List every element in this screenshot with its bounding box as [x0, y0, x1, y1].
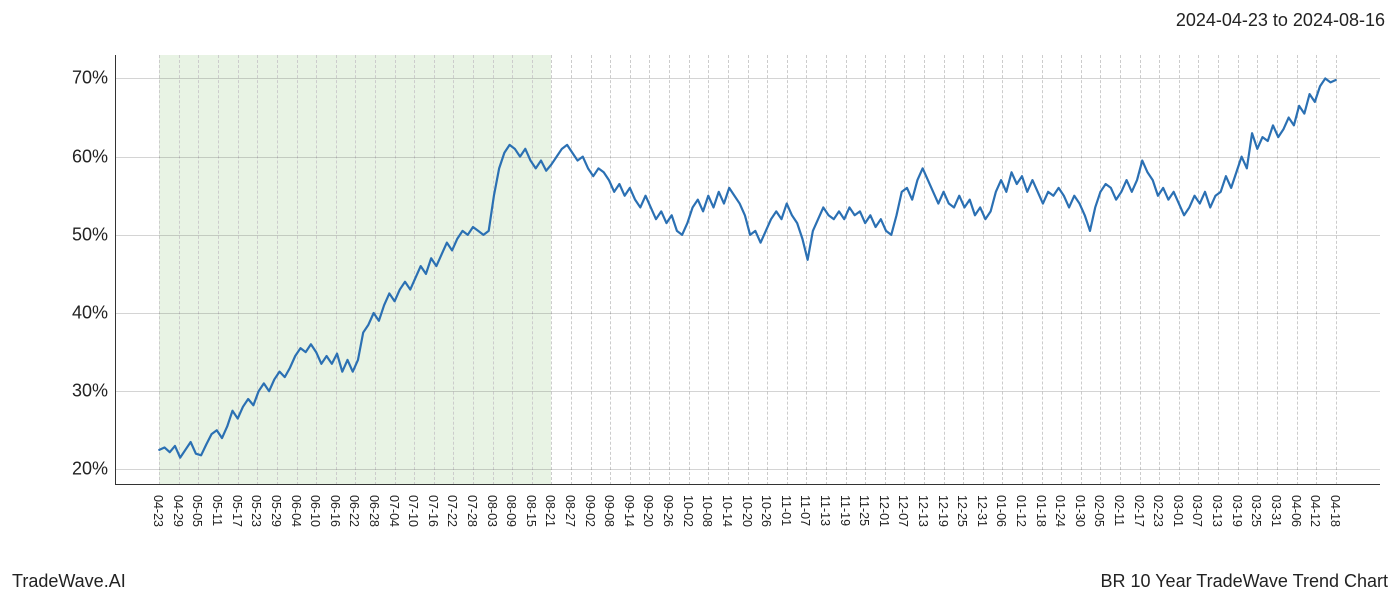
chart-plot-area [115, 55, 1380, 485]
xtick-label: 03-25 [1249, 495, 1263, 527]
xtick-label: 10-20 [740, 495, 754, 527]
xtick-label: 07-16 [426, 495, 440, 527]
xtick-label: 05-17 [230, 495, 244, 527]
xtick-label: 02-17 [1132, 495, 1146, 527]
ytick-label: 40% [72, 303, 108, 324]
xtick-label: 01-12 [1014, 495, 1028, 527]
xtick-label: 11-07 [798, 495, 812, 526]
xtick-label: 06-22 [347, 495, 361, 527]
xtick-label: 08-15 [524, 495, 538, 527]
xtick-label: 05-23 [249, 495, 263, 527]
xtick-label: 01-06 [994, 495, 1008, 527]
xtick-label: 06-10 [308, 495, 322, 527]
xtick-label: 01-24 [1053, 495, 1067, 527]
xtick-label: 12-01 [877, 495, 891, 527]
xtick-label: 04-18 [1328, 495, 1342, 527]
chart-title: BR 10 Year TradeWave Trend Chart [1101, 571, 1389, 592]
xtick-label: 04-12 [1308, 495, 1322, 527]
xtick-label: 02-11 [1112, 495, 1126, 526]
xtick-label: 09-26 [661, 495, 675, 527]
xtick-label: 09-20 [641, 495, 655, 527]
xtick-label: 12-19 [936, 495, 950, 527]
xtick-label: 01-18 [1034, 495, 1048, 527]
xtick-label: 07-10 [406, 495, 420, 527]
xtick-label: 02-05 [1092, 495, 1106, 527]
xtick-label: 07-22 [445, 495, 459, 527]
xtick-label: 09-14 [622, 495, 636, 527]
brand-label: TradeWave.AI [12, 571, 126, 592]
xtick-label: 04-29 [171, 495, 185, 527]
xtick-label: 12-07 [896, 495, 910, 527]
xtick-label: 05-05 [190, 495, 204, 527]
xtick-label: 09-02 [583, 495, 597, 527]
xtick-label: 06-04 [289, 495, 303, 527]
ytick-label: 50% [72, 224, 108, 245]
xtick-label: 10-08 [700, 495, 714, 527]
xtick-label: 11-01 [779, 495, 793, 526]
xtick-label: 05-11 [210, 495, 224, 526]
xtick-label: 12-31 [975, 495, 989, 527]
ytick-label: 70% [72, 68, 108, 89]
xtick-label: 03-19 [1230, 495, 1244, 527]
xtick-label: 08-27 [563, 495, 577, 527]
xtick-label: 04-06 [1289, 495, 1303, 527]
xtick-label: 06-16 [328, 495, 342, 527]
xtick-label: 10-02 [681, 495, 695, 527]
xtick-label: 03-01 [1171, 495, 1185, 527]
xtick-label: 09-08 [602, 495, 616, 527]
xtick-label: 02-23 [1151, 495, 1165, 527]
xtick-label: 06-28 [367, 495, 381, 527]
plot-border [115, 55, 1380, 485]
xtick-label: 03-07 [1190, 495, 1204, 527]
xtick-label: 05-29 [269, 495, 283, 527]
xtick-label: 03-31 [1269, 495, 1283, 527]
xtick-label: 04-23 [151, 495, 165, 527]
xtick-label: 08-21 [543, 495, 557, 527]
date-range-header: 2024-04-23 to 2024-08-16 [1176, 10, 1385, 31]
xtick-label: 11-25 [857, 495, 871, 526]
ytick-label: 30% [72, 381, 108, 402]
xtick-label: 07-04 [387, 495, 401, 527]
xtick-label: 08-09 [504, 495, 518, 527]
xtick-label: 12-25 [955, 495, 969, 527]
xtick-label: 07-28 [465, 495, 479, 527]
xtick-label: 03-13 [1210, 495, 1224, 527]
xtick-label: 11-19 [838, 495, 852, 526]
xtick-label: 10-26 [759, 495, 773, 527]
ytick-label: 20% [72, 459, 108, 480]
xtick-label: 08-03 [485, 495, 499, 527]
xtick-label: 12-13 [916, 495, 930, 527]
xtick-label: 11-13 [818, 495, 832, 526]
xtick-label: 01-30 [1073, 495, 1087, 527]
ytick-label: 60% [72, 146, 108, 167]
xtick-label: 10-14 [720, 495, 734, 527]
